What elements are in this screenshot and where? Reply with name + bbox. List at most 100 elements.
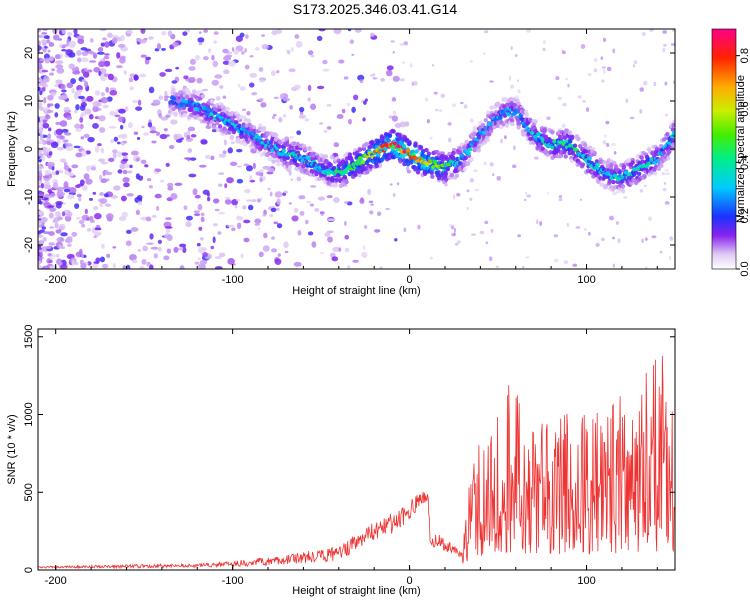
heatmap-noise-cell (539, 221, 543, 226)
heatmap-noise-cell (156, 131, 160, 136)
heatmap-noise-cell (76, 49, 82, 56)
heatmap-noise-cell (100, 147, 105, 154)
heatmap-noise-cell (91, 229, 97, 234)
heatmap-noise-cell (104, 203, 112, 207)
heatmap-noise-cell (110, 194, 118, 199)
heatmap-noise-cell (55, 79, 63, 85)
heatmap-noise-cell (113, 136, 119, 142)
heatmap-cell (592, 150, 597, 156)
heatmap-noise-cell (298, 195, 306, 200)
heatmap-noise-cell (177, 247, 184, 251)
heatmap-cell (672, 119, 675, 124)
heatmap-noise-cell (218, 172, 225, 176)
heatmap-noise-cell (90, 166, 96, 171)
heatmap-noise-cell (563, 260, 569, 264)
heatmap-cell (467, 147, 473, 152)
heatmap-cell (415, 169, 421, 174)
heatmap-noise-cell (171, 80, 178, 84)
heatmap-noise-cell (41, 69, 49, 73)
heatmap-cell (542, 128, 547, 133)
heatmap-noise-cell (386, 65, 394, 71)
heatmap-noise-cell (55, 64, 64, 69)
heatmap-noise-cell (84, 208, 88, 215)
heatmap-noise-cell (117, 43, 126, 48)
heatmap-noise-cell (97, 47, 104, 52)
heatmap-noise-cell (561, 49, 564, 52)
heatmap-noise-cell (669, 236, 674, 241)
heatmap-cell (214, 107, 219, 113)
heatmap-noise-cell (170, 192, 178, 200)
heatmap-noise-cell (45, 39, 51, 44)
heatmap-noise-cell (585, 107, 590, 113)
heatmap-cell (570, 134, 575, 139)
heatmap-noise-cell (188, 173, 197, 178)
heatmap-noise-cell (79, 179, 85, 186)
heatmap-noise-cell (389, 183, 393, 186)
heatmap-cell (451, 156, 456, 161)
heatmap-noise-cell (76, 193, 82, 198)
heatmap-noise-cell (74, 203, 80, 209)
heatmap-noise-cell (542, 47, 546, 52)
heatmap-cell (580, 162, 586, 167)
heatmap-noise-cell (140, 159, 147, 165)
heatmap-cell (242, 134, 248, 139)
heatmap-noise-cell (55, 60, 64, 65)
heatmap-noise-cell (149, 130, 158, 134)
heatmap-noise-cell (316, 35, 323, 41)
heatmap-noise-cell (100, 178, 108, 184)
heatmap-noise-cell (122, 155, 128, 160)
heatmap-noise-cell (344, 247, 350, 253)
heatmap-noise-cell (444, 183, 448, 187)
heatmap-noise-cell (306, 200, 311, 204)
heatmap-noise-cell (179, 265, 185, 269)
heatmap-cell (398, 159, 403, 164)
heatmap-noise-cell (122, 265, 127, 269)
heatmap-noise-cell (269, 191, 273, 197)
heatmap-noise-cell (474, 188, 480, 192)
heatmap-noise-cell (157, 239, 162, 244)
heatmap-noise-cell (164, 68, 173, 73)
heatmap-cell (258, 123, 263, 128)
heatmap-noise-cell (447, 122, 452, 126)
heatmap-noise-cell (87, 136, 95, 143)
heatmap-noise-cell (368, 200, 374, 204)
heatmap-noise-cell (122, 158, 129, 162)
heatmap-noise-cell (48, 242, 56, 246)
heatmap-noise-cell (200, 216, 205, 223)
heatmap-noise-cell (158, 95, 164, 101)
heatmap-noise-cell (52, 182, 59, 189)
heatmap-noise-cell (103, 193, 109, 198)
heatmap-noise-cell (93, 205, 99, 211)
heatmap-noise-cell (118, 216, 126, 222)
heatmap-noise-cell (447, 137, 452, 143)
heatmap-noise-cell (211, 129, 217, 133)
heatmap-cell (605, 160, 611, 165)
heatmap-noise-cell (479, 230, 485, 235)
heatmap-noise-cell (228, 60, 236, 67)
heatmap-noise-cell (273, 221, 279, 225)
heatmap-noise-cell (43, 184, 49, 190)
heatmap-noise-cell (403, 227, 407, 233)
heatmap-noise-cell (633, 60, 638, 65)
heatmap-cell (656, 166, 662, 171)
heatmap-noise-cell (212, 198, 220, 204)
heatmap-noise-cell (100, 73, 104, 81)
heatmap-noise-cell (207, 48, 212, 53)
heatmap-noise-cell (511, 164, 517, 169)
heatmap-noise-cell (119, 163, 126, 170)
heatmap-noise-cell (317, 196, 326, 201)
heatmap-noise-cell (558, 198, 563, 202)
heatmap-noise-cell (67, 31, 73, 37)
heatmap-cell (275, 158, 280, 163)
heatmap-noise-cell (43, 35, 50, 39)
heatmap-noise-cell (189, 58, 196, 65)
heatmap-noise-cell (417, 224, 421, 230)
heatmap-noise-cell (147, 122, 153, 128)
heatmap-noise-cell (643, 184, 647, 187)
heatmap-noise-cell (466, 206, 469, 210)
heatmap-noise-cell (299, 106, 305, 113)
heatmap-noise-cell (156, 43, 162, 50)
heatmap-cell (661, 150, 667, 156)
heatmap-noise-cell (132, 259, 138, 264)
heatmap-noise-cell (67, 243, 72, 247)
